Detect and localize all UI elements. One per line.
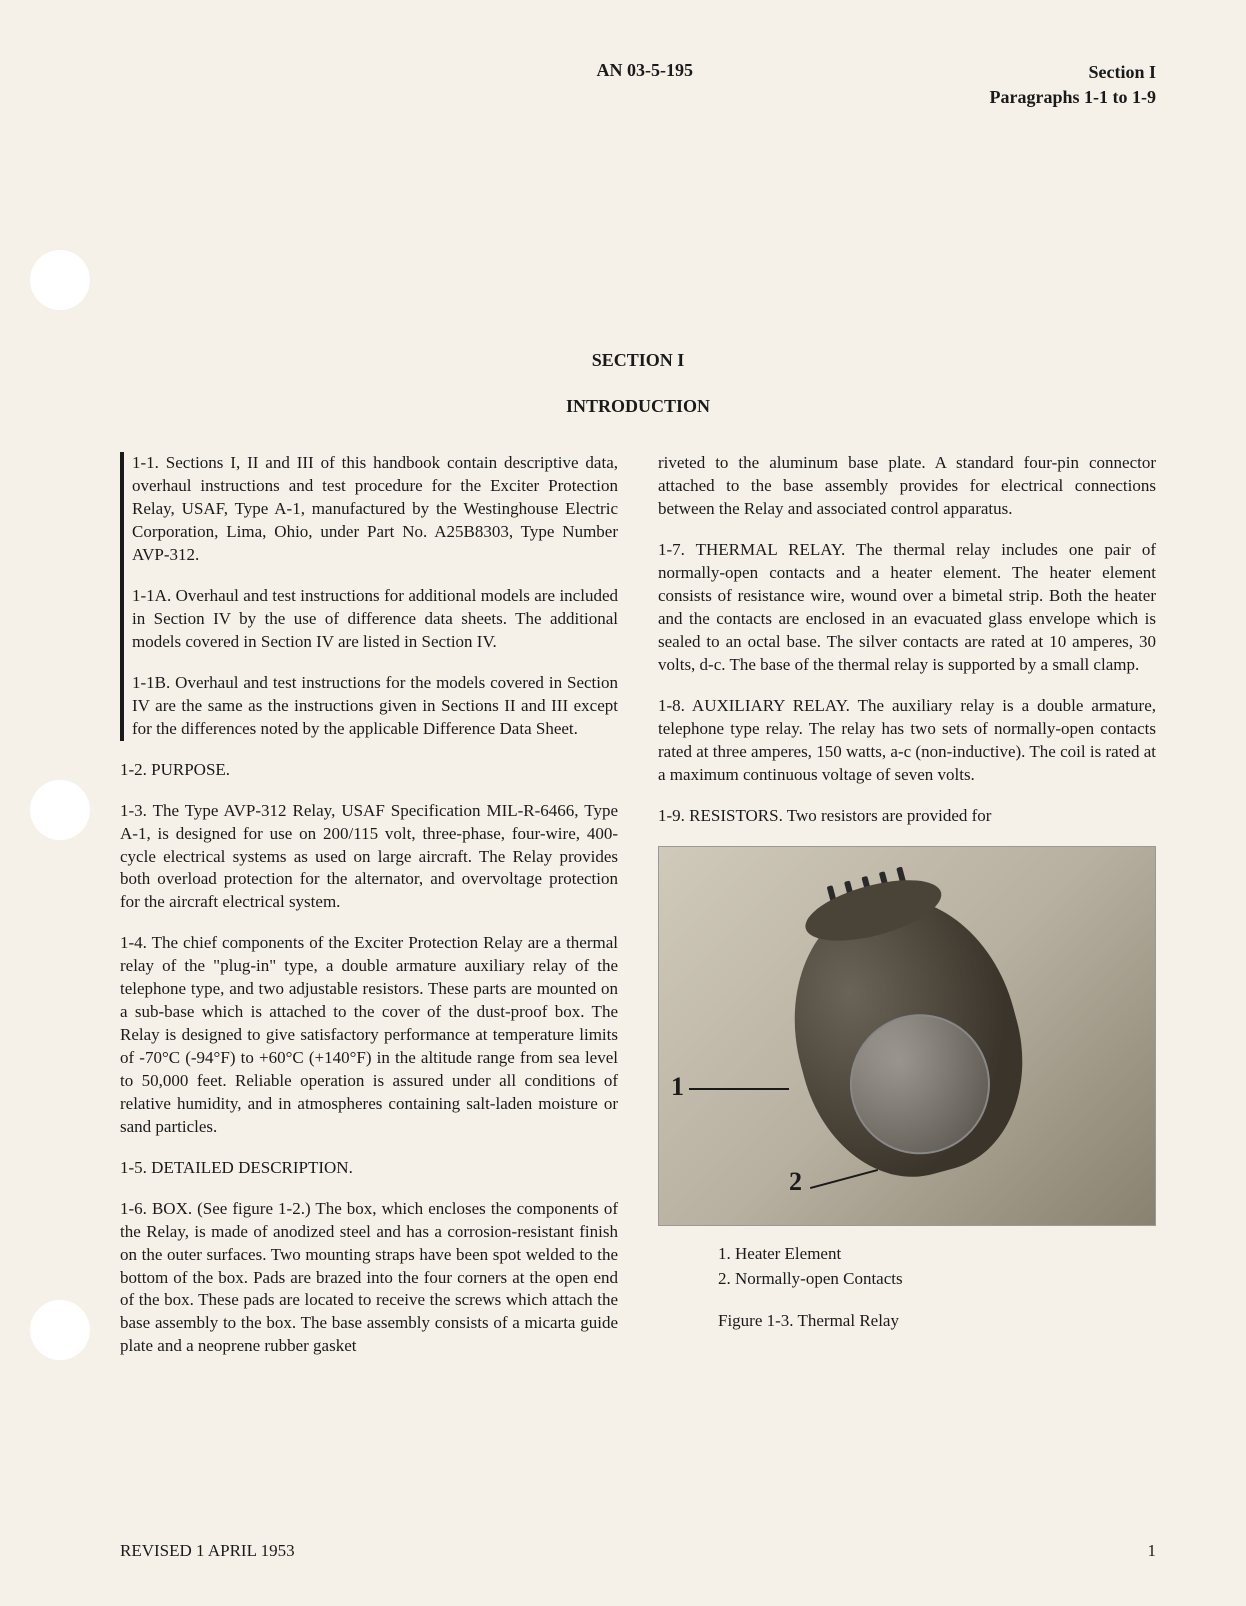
figure-legend: 1. Heater Element 2. Normally-open Conta…	[658, 1241, 1156, 1292]
callout-number-2: 2	[789, 1164, 802, 1199]
paragraph-1-6-continued: riveted to the aluminum base plate. A st…	[658, 452, 1156, 521]
section-label: Section I	[990, 60, 1156, 85]
relay-body-shape	[765, 872, 1050, 1199]
callout-line-2	[810, 1168, 878, 1188]
paragraph-1-7: 1-7. THERMAL RELAY. The thermal relay in…	[658, 539, 1156, 677]
punch-hole-2	[30, 780, 90, 840]
legend-item-2: 2. Normally-open Contacts	[718, 1266, 1156, 1292]
paragraph-1-8: 1-8. AUXILIARY RELAY. The auxiliary rela…	[658, 695, 1156, 787]
paragraph-1-3: 1-3. The Type AVP-312 Relay, USAF Specif…	[120, 800, 618, 915]
paragraph-1-2: 1-2. PURPOSE.	[120, 759, 618, 782]
thermal-relay-illustration: 1 2	[658, 846, 1156, 1226]
page-footer: REVISED 1 APRIL 1953 1	[120, 1541, 1156, 1561]
paragraph-1-9: 1-9. RESISTORS. Two resistors are provid…	[658, 805, 1156, 828]
paragraph-1-1: 1-1. Sections I, II and III of this hand…	[132, 452, 618, 567]
section-subtitle: INTRODUCTION	[120, 396, 1156, 417]
paragraph-1-4: 1-4. The chief components of the Exciter…	[120, 932, 618, 1138]
document-number: AN 03-5-195	[120, 60, 990, 81]
left-column: 1-1. Sections I, II and III of this hand…	[120, 452, 618, 1376]
relay-glass-envelope	[834, 998, 1005, 1169]
paragraph-1-5: 1-5. DETAILED DESCRIPTION.	[120, 1157, 618, 1180]
page-number: 1	[1148, 1541, 1157, 1561]
figure-caption: Figure 1-3. Thermal Relay	[658, 1310, 1156, 1333]
page-header: AN 03-5-195 Section I Paragraphs 1-1 to …	[120, 60, 1156, 110]
revision-date: REVISED 1 APRIL 1953	[120, 1541, 295, 1561]
header-section-info: Section I Paragraphs 1-1 to 1-9	[990, 60, 1156, 110]
punch-hole-3	[30, 1300, 90, 1360]
figure-1-3: 1 2 1. Heater Element 2. Normally-open C…	[658, 846, 1156, 1333]
paragraph-1-6: 1-6. BOX. (See figure 1-2.) The box, whi…	[120, 1198, 618, 1359]
paragraph-1-1A: 1-1A. Overhaul and test instructions for…	[132, 585, 618, 654]
paragraphs-range: Paragraphs 1-1 to 1-9	[990, 85, 1156, 110]
content-columns: 1-1. Sections I, II and III of this hand…	[120, 452, 1156, 1376]
right-column: riveted to the aluminum base plate. A st…	[658, 452, 1156, 1376]
legend-item-1: 1. Heater Element	[718, 1241, 1156, 1267]
paragraph-1-1B: 1-1B. Overhaul and test instructions for…	[132, 672, 618, 741]
section-title: SECTION I	[120, 350, 1156, 371]
punch-hole-1	[30, 250, 90, 310]
callout-line-1	[689, 1088, 789, 1090]
callout-number-1: 1	[671, 1069, 684, 1104]
